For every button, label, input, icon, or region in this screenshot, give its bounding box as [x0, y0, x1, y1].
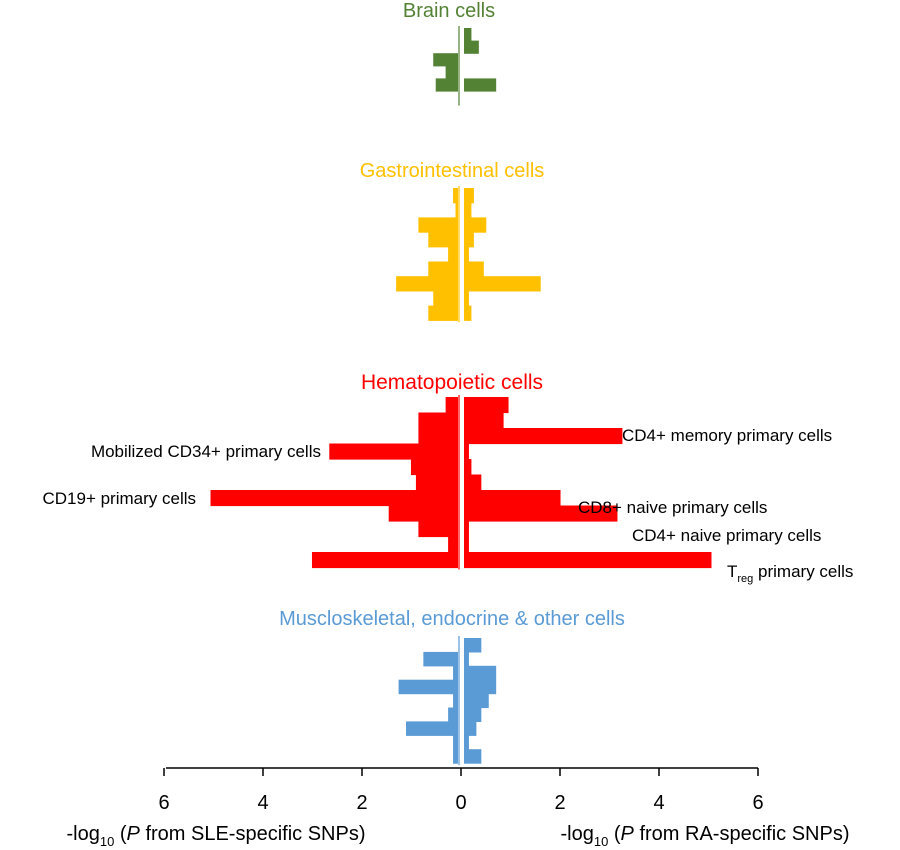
bar-left — [329, 443, 458, 460]
bar-left — [453, 749, 458, 764]
x-axis-title-left: -log10 (P from SLE-specific SNPs) — [67, 823, 366, 849]
bar-right — [464, 28, 472, 42]
bar-right — [464, 78, 497, 92]
bar-left — [448, 536, 458, 553]
bar-right — [464, 679, 497, 695]
bar-left — [453, 693, 458, 709]
bar-left — [448, 246, 458, 263]
bar-right — [464, 490, 561, 507]
bar-right — [464, 202, 472, 218]
bar-left — [428, 232, 458, 248]
bar-right — [464, 536, 469, 553]
bar-left — [453, 188, 458, 204]
bar-right — [464, 735, 469, 750]
bar-right — [464, 707, 482, 722]
bar-right — [464, 276, 541, 292]
bar-right — [464, 721, 477, 736]
bar-left — [445, 65, 458, 79]
bar-left — [433, 53, 458, 67]
bar-left — [445, 397, 458, 414]
bar-left — [311, 552, 458, 569]
group-title: Hematopoietic cells — [361, 371, 543, 394]
bar-left — [415, 474, 458, 491]
annotation-label: Treg primary cells — [727, 562, 853, 585]
bar-left — [433, 290, 458, 307]
bar-right — [464, 40, 479, 54]
bar-left — [453, 665, 458, 681]
bar-right — [464, 428, 623, 445]
bar-right — [464, 521, 469, 538]
bar-left — [428, 261, 458, 277]
bar-left — [435, 78, 458, 92]
bar-right — [464, 397, 509, 414]
bar-right — [464, 188, 474, 204]
bar-right — [464, 412, 504, 429]
group-title: Muscloskeletal, endocrine & other cells — [279, 608, 625, 630]
bar-left — [455, 202, 458, 218]
bar-left — [418, 428, 458, 445]
bar-right — [464, 638, 482, 653]
annotation-label: CD8+ naive primary cells — [578, 498, 767, 517]
bar-right — [464, 749, 482, 764]
x-tick-label: 4 — [653, 792, 664, 814]
bar-left — [210, 490, 458, 507]
bar-right — [464, 552, 712, 569]
bar-left — [428, 305, 458, 321]
bar-right — [464, 459, 472, 476]
annotation-label: CD19+ primary cells — [42, 489, 196, 508]
annotation-label: CD4+ naive primary cells — [632, 526, 821, 545]
group-title: Gastrointestinal cells — [360, 160, 545, 182]
bar-left — [388, 505, 458, 522]
bar-right — [464, 651, 469, 667]
bar-left — [418, 412, 458, 429]
bar-right — [464, 474, 482, 491]
bar-right — [464, 665, 497, 681]
bar-right — [464, 305, 472, 321]
bar-left — [448, 707, 458, 722]
x-tick-label: 2 — [356, 792, 367, 814]
bar-left — [453, 735, 458, 750]
group-title: Brain cells — [403, 0, 495, 22]
bar-right — [464, 693, 489, 709]
bar-right — [464, 443, 469, 460]
bar-right — [464, 246, 469, 263]
bar-left — [410, 459, 458, 476]
annotation-label: Mobilized CD34+ primary cells — [91, 442, 321, 461]
bar-left — [396, 276, 458, 292]
bar-right — [464, 232, 474, 248]
bar-right — [464, 505, 618, 522]
bar-left — [423, 651, 458, 667]
bar-right — [464, 290, 469, 307]
bar-left — [418, 217, 458, 233]
annotation-label: CD4+ memory primary cells — [622, 426, 832, 445]
x-tick-label: 2 — [554, 792, 565, 814]
x-tick-label: 6 — [158, 792, 169, 814]
x-tick-label: 4 — [257, 792, 268, 814]
x-tick-label: 0 — [455, 792, 466, 814]
x-tick-label: 6 — [752, 792, 763, 814]
bar-left — [406, 721, 458, 736]
bar-left — [418, 521, 458, 538]
bar-right — [464, 261, 484, 277]
bar-left — [398, 679, 458, 695]
bar-right — [464, 217, 487, 233]
x-axis-title-right: -log10 (P from RA-specific SNPs) — [561, 823, 850, 849]
